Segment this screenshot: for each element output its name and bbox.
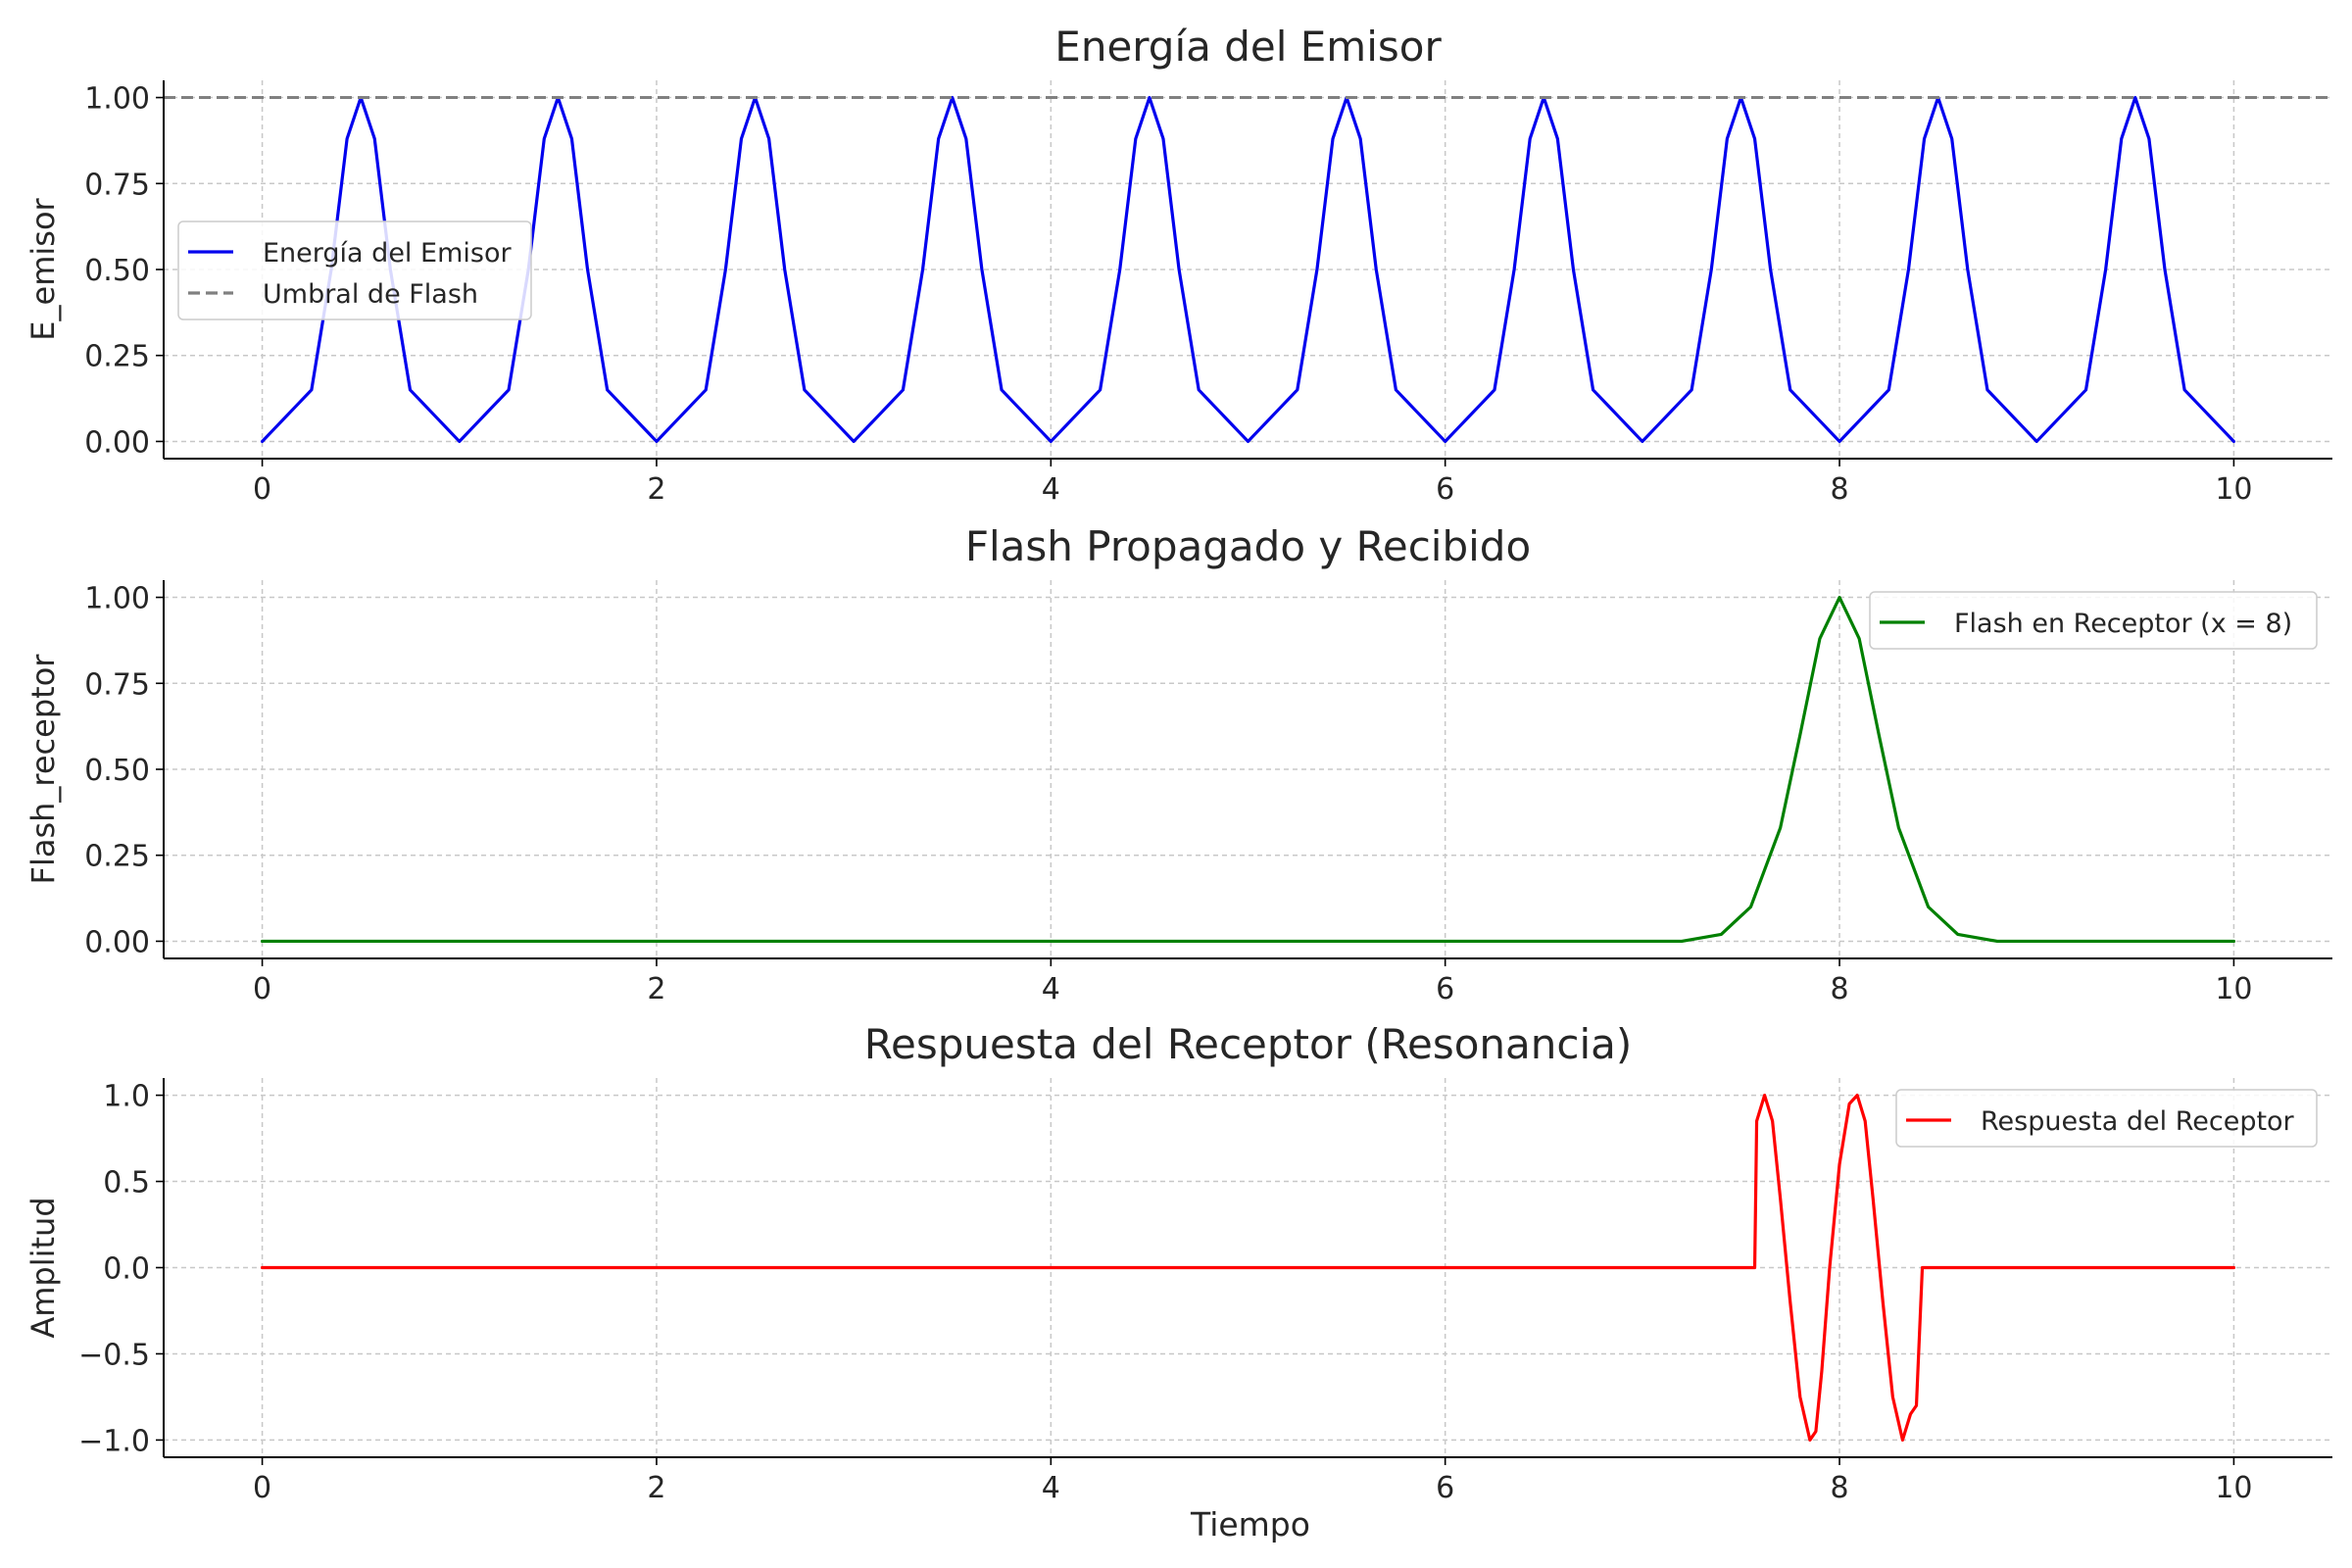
series-line-2-1	[260, 595, 2236, 944]
panel-2: 0 2 4 6 8 10 0.00 0.25 0.50 0.75 1.00 Flash Propaga…	[24, 522, 2332, 1006]
x-tick-label: 8	[1830, 1471, 1848, 1505]
x-tick-label: 4	[1042, 472, 1060, 507]
y-axis-label: Flash_receptor	[24, 654, 62, 885]
x-tick-label: 10	[2215, 1471, 2252, 1505]
x-tick-label: 0	[253, 972, 271, 1006]
panel-title: Flash Propagado y Recibido	[965, 522, 1531, 570]
y-axis-label: Amplitud	[24, 1197, 62, 1338]
y-tick-label: 1.0	[103, 1080, 150, 1114]
x-tick-label: 4	[1042, 972, 1060, 1006]
panel-1: 0 2 4 6 8 10 0.00 0.25 0.50 0.75 1.00 Energía del E…	[24, 23, 2332, 507]
y-tick-label: 0.5	[103, 1166, 150, 1200]
y-tick-label: 0.50	[84, 754, 150, 788]
x-tick-label: 2	[647, 472, 665, 507]
y-axis-label: E_emisor	[24, 197, 62, 340]
legend: Respuesta del Receptor	[1895, 1089, 2318, 1148]
y-tick-label: 0.25	[84, 340, 150, 374]
legend: Energía del Emisor Umbral de Flash	[177, 220, 532, 320]
panel-title: Respuesta del Receptor (Resonancia)	[864, 1020, 1633, 1068]
series-line-1-1	[260, 95, 2236, 444]
y-tick-label: −0.5	[78, 1338, 150, 1372]
x-tick-label: 2	[647, 972, 665, 1006]
figure-xlabel: Tiempo	[1190, 1505, 1310, 1544]
x-tick-label: 0	[253, 1471, 271, 1505]
legend-box	[1895, 1089, 2318, 1148]
panel-title: Energía del Emisor	[1054, 23, 1442, 71]
x-tick-label: 0	[253, 472, 271, 507]
y-tick-label: 0.75	[84, 168, 150, 202]
y-tick-label: 0.0	[103, 1252, 150, 1287]
x-tick-label: 6	[1436, 1471, 1454, 1505]
panel-3: 0 2 4 6 8 10 −1.0 −0.5 0.0 0.5 1.0 Respuesta del Re…	[24, 1020, 2332, 1505]
legend: Flash en Receptor (x = 8)	[1869, 591, 2318, 650]
x-tick-label: 10	[2215, 972, 2252, 1006]
y-tick-label: 0.75	[84, 667, 150, 702]
legend-box	[177, 220, 532, 320]
x-tick-label: 10	[2215, 472, 2252, 507]
y-tick-label: 1.00	[84, 582, 150, 616]
series-line-3-1	[260, 1093, 2236, 1443]
legend-box	[1869, 591, 2318, 650]
y-tick-label: 0.50	[84, 254, 150, 288]
x-tick-label: 4	[1042, 1471, 1060, 1505]
x-tick-label: 6	[1436, 972, 1454, 1006]
legend-label: Flash en Receptor (x = 8)	[1954, 609, 2292, 639]
x-tick-label: 2	[647, 1471, 665, 1505]
legend-label: Respuesta del Receptor	[1981, 1106, 2295, 1137]
y-tick-label: 0.00	[84, 425, 150, 460]
y-tick-label: −1.0	[78, 1424, 150, 1458]
y-tick-label: 1.00	[84, 82, 150, 117]
y-tick-label: 0.25	[84, 840, 150, 874]
x-tick-label: 8	[1830, 472, 1848, 507]
x-tick-label: 6	[1436, 472, 1454, 507]
legend-label: Umbral de Flash	[263, 279, 478, 310]
x-tick-label: 8	[1830, 972, 1848, 1006]
legend-label: Energía del Emisor	[263, 238, 512, 269]
y-tick-label: 0.00	[84, 925, 150, 959]
